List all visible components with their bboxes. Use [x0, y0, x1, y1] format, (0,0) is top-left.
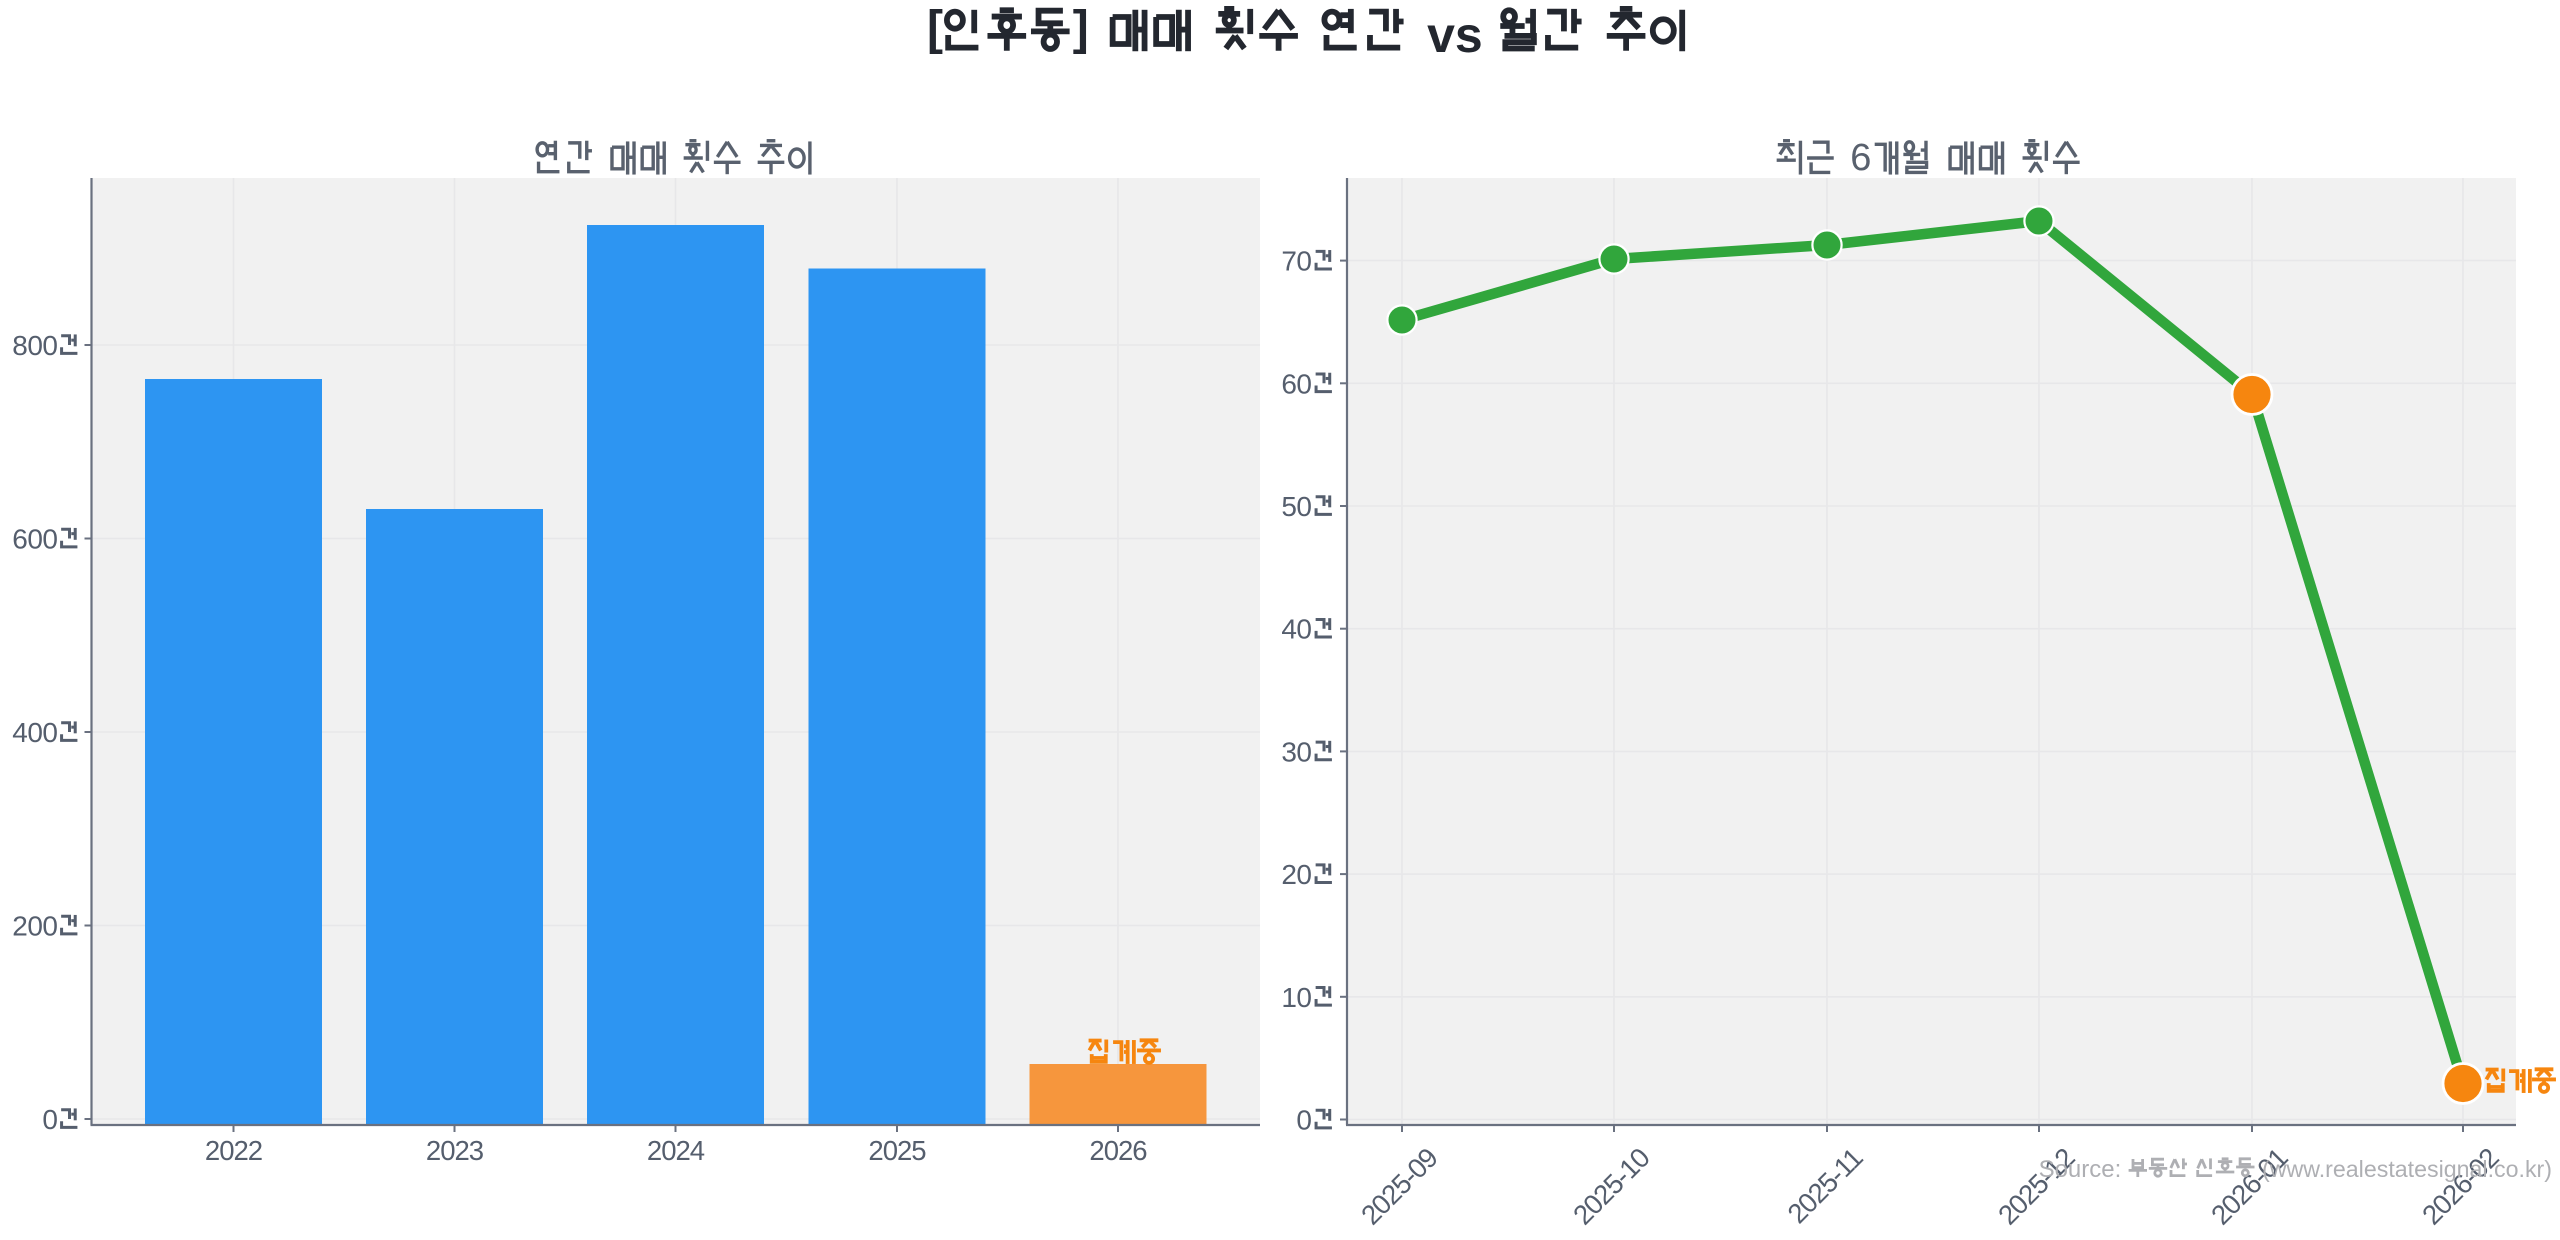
svg-text:400: 400	[12, 717, 57, 748]
svg-text:Source:: Source:	[2039, 1156, 2122, 1183]
svg-text:0: 0	[42, 1104, 57, 1135]
svg-text:30: 30	[1281, 736, 1311, 767]
svg-text:2026: 2026	[1089, 1135, 1147, 1166]
svg-text:2025: 2025	[868, 1135, 926, 1166]
svg-text:60: 60	[1281, 368, 1311, 399]
svg-text:0: 0	[1296, 1105, 1311, 1136]
svg-text:200: 200	[12, 911, 57, 942]
svg-text:2025-09: 2025-09	[1355, 1142, 1443, 1230]
svg-text:2024: 2024	[647, 1135, 705, 1166]
svg-text:vs: vs	[1427, 7, 1483, 63]
svg-text:(www.realestatesignal.co.kr): (www.realestatesignal.co.kr)	[2262, 1156, 2552, 1182]
svg-text:20: 20	[1281, 859, 1311, 890]
svg-text:6: 6	[1850, 137, 1871, 179]
svg-text:70: 70	[1281, 246, 1311, 277]
svg-text:10: 10	[1281, 982, 1311, 1013]
svg-text:800: 800	[12, 330, 57, 361]
svg-text:[: [	[927, 2, 943, 55]
svg-text:40: 40	[1281, 614, 1311, 645]
svg-text:2022: 2022	[205, 1135, 262, 1166]
svg-text:50: 50	[1281, 491, 1311, 522]
svg-text:600: 600	[12, 524, 57, 555]
svg-text:2025-11: 2025-11	[1781, 1142, 1868, 1229]
svg-text:2023: 2023	[426, 1135, 484, 1166]
svg-text:2025-10: 2025-10	[1567, 1142, 1656, 1231]
svg-text:]: ]	[1073, 2, 1089, 55]
